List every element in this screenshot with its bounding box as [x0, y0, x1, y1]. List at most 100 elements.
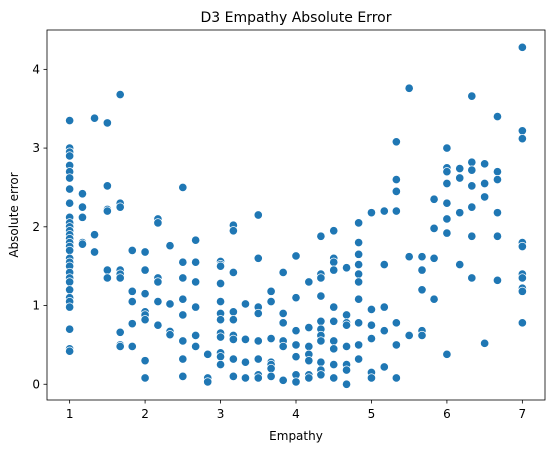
- data-point: [102, 118, 112, 128]
- data-point: [240, 373, 251, 383]
- data-point: [442, 349, 452, 359]
- data-point: [391, 206, 401, 216]
- data-point: [467, 91, 477, 101]
- y-axis: 0 1 2 3 4: [32, 62, 47, 391]
- y-tick-label: 3: [32, 141, 40, 155]
- data-point: [304, 373, 314, 383]
- data-point: [266, 371, 276, 381]
- data-point: [115, 341, 125, 352]
- data-point: [65, 285, 75, 295]
- data-point: [127, 286, 137, 296]
- data-point: [266, 363, 276, 374]
- data-point: [153, 320, 163, 330]
- data-point: [354, 218, 364, 228]
- data-point: [341, 341, 352, 352]
- x-tick-label: 4: [292, 407, 300, 421]
- data-point: [191, 277, 201, 287]
- data-point: [329, 257, 339, 267]
- data-point: [329, 336, 339, 346]
- data-point: [266, 334, 276, 344]
- data-point: [165, 299, 175, 309]
- data-point: [65, 115, 75, 126]
- points-layer: [65, 42, 527, 389]
- data-point: [291, 352, 301, 362]
- data-point: [253, 308, 263, 318]
- data-point: [228, 226, 238, 236]
- data-point: [203, 377, 213, 387]
- data-point: [391, 318, 401, 328]
- data-point: [517, 126, 527, 136]
- data-point: [65, 302, 75, 312]
- data-point: [165, 330, 175, 340]
- data-point: [191, 302, 201, 312]
- data-point: [379, 206, 389, 216]
- data-point: [455, 208, 465, 218]
- data-point: [366, 208, 377, 218]
- data-point: [442, 178, 452, 189]
- x-tick-label: 1: [66, 407, 74, 421]
- data-point: [266, 297, 276, 307]
- data-point: [102, 181, 112, 191]
- data-point: [65, 151, 75, 161]
- data-point: [228, 354, 238, 364]
- data-point: [391, 340, 401, 350]
- data-point: [366, 320, 377, 330]
- x-axis-label: Empathy: [269, 429, 323, 443]
- data-point: [228, 371, 238, 381]
- data-point: [178, 354, 188, 364]
- data-point: [77, 202, 88, 212]
- data-point: [480, 338, 490, 348]
- data-point: [115, 327, 125, 337]
- data-point: [140, 373, 150, 383]
- data-point: [266, 286, 276, 296]
- data-point: [203, 349, 213, 359]
- data-point: [404, 330, 414, 341]
- data-point: [228, 307, 238, 317]
- data-point: [89, 230, 100, 240]
- y-tick-label: 0: [32, 377, 40, 391]
- data-point: [517, 42, 527, 52]
- data-point: [329, 226, 339, 236]
- data-point: [329, 373, 339, 383]
- data-point: [417, 285, 427, 295]
- data-point: [455, 163, 465, 174]
- data-point: [455, 260, 465, 270]
- data-point: [253, 373, 263, 383]
- data-point: [178, 371, 188, 381]
- data-point: [329, 302, 339, 312]
- data-point: [354, 237, 364, 248]
- data-point: [329, 359, 339, 370]
- data-point: [354, 269, 364, 279]
- data-point: [329, 344, 339, 354]
- data-point: [240, 299, 251, 309]
- data-point: [442, 214, 452, 224]
- data-point: [278, 318, 288, 328]
- data-point: [191, 235, 201, 245]
- data-point: [65, 184, 75, 194]
- data-point: [191, 257, 201, 267]
- data-point: [379, 260, 389, 270]
- data-point: [178, 182, 188, 193]
- x-tick-label: 6: [443, 407, 451, 421]
- data-point: [65, 277, 75, 287]
- data-point: [354, 277, 364, 287]
- data-point: [304, 341, 314, 352]
- data-point: [341, 263, 352, 273]
- data-point: [480, 159, 490, 169]
- data-point: [253, 354, 263, 364]
- data-point: [115, 89, 125, 100]
- data-point: [329, 316, 339, 326]
- data-point: [127, 341, 137, 352]
- data-point: [341, 320, 352, 330]
- data-point: [278, 267, 288, 278]
- data-point: [291, 251, 301, 261]
- data-point: [178, 294, 188, 304]
- data-point: [191, 330, 201, 341]
- data-point: [291, 340, 301, 350]
- data-point: [228, 315, 238, 325]
- data-point: [316, 336, 326, 346]
- data-point: [140, 265, 150, 275]
- data-point: [127, 245, 137, 256]
